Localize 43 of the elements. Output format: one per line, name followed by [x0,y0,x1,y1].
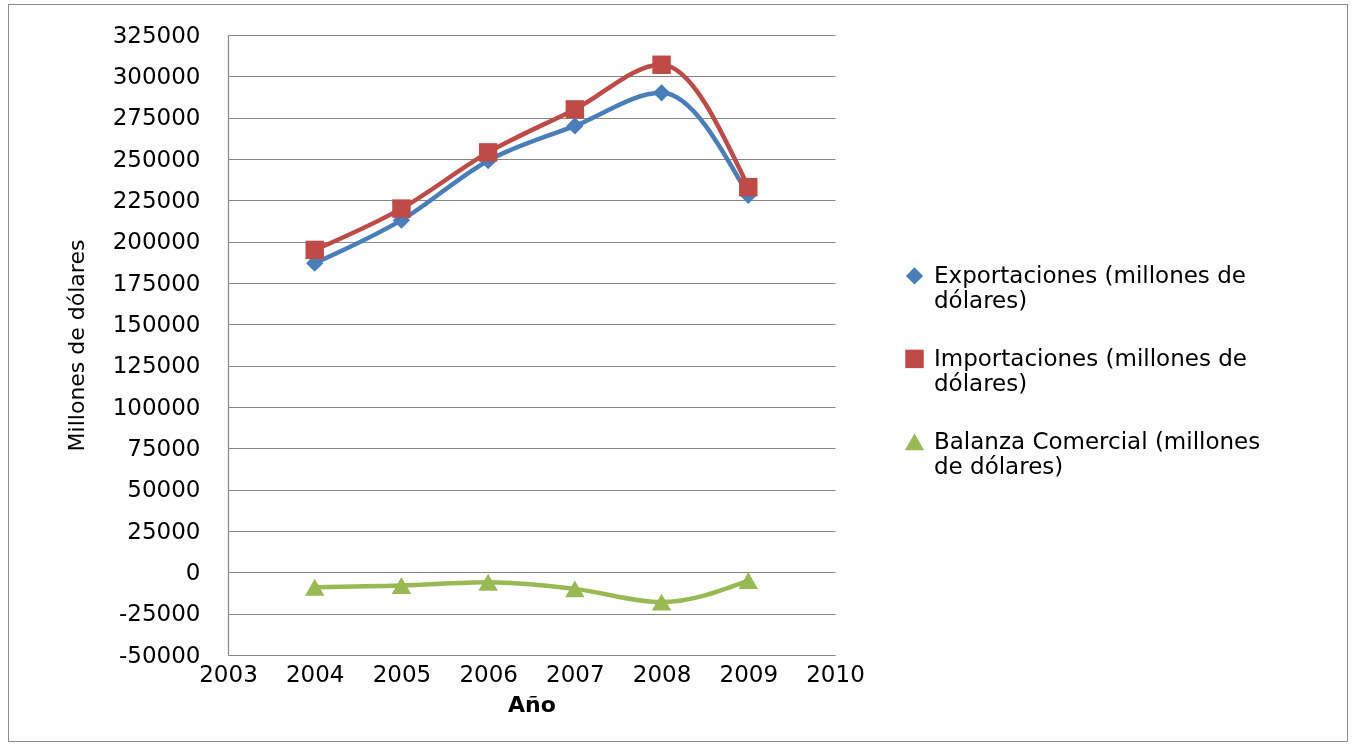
y-tick-label: -50000 [119,641,201,668]
point [478,143,498,162]
legend-label: Importaciones (millones de dólares) [934,344,1247,396]
x-tick-label: 2005 [372,660,432,687]
point [391,577,412,594]
point [652,84,671,102]
point [739,177,758,197]
point [565,100,585,119]
x-tick-label: 2004 [285,660,345,687]
y-tick-label: 75000 [127,434,201,461]
x-tick-label: 2003 [199,660,258,687]
point [652,55,671,74]
y-tick-label: 300000 [112,62,201,89]
x-axis-title: Año [508,691,556,717]
point [566,117,584,135]
y-tick-label: 50000 [127,476,201,503]
y-tick-label: 125000 [112,352,201,379]
x-tick-label: 2007 [546,660,605,687]
legend-label: Exportaciones (millones de dólares) [934,261,1246,313]
y-tick-label: 0 [185,558,201,585]
y-tick-label: 225000 [112,186,201,213]
y-tick-label: 200000 [112,228,201,255]
y-tick-label: 150000 [112,310,201,337]
point [565,580,585,598]
y-tick-label: 100000 [112,393,201,420]
y-tick-label: 175000 [112,269,201,296]
y-tick-label: 250000 [112,145,201,172]
point [392,199,411,218]
x-tick-label: 2009 [719,660,779,687]
point [305,240,324,260]
point [478,573,498,591]
y-tick-label: 25000 [127,517,201,544]
x-tick-label: 2008 [632,660,692,687]
y-tick-label: 275000 [112,104,201,131]
y-tick-label: 325000 [112,21,201,48]
point [738,572,759,590]
x-tick-label: 2006 [459,660,518,687]
legend-label: Balanza Comercial (millones de dólares) [934,427,1261,479]
point [304,578,325,596]
point [651,593,672,611]
x-tick-label: 2010 [806,660,865,687]
y-axis-title: Millones de dólares [63,239,89,452]
y-tick-label: -25000 [119,600,201,627]
